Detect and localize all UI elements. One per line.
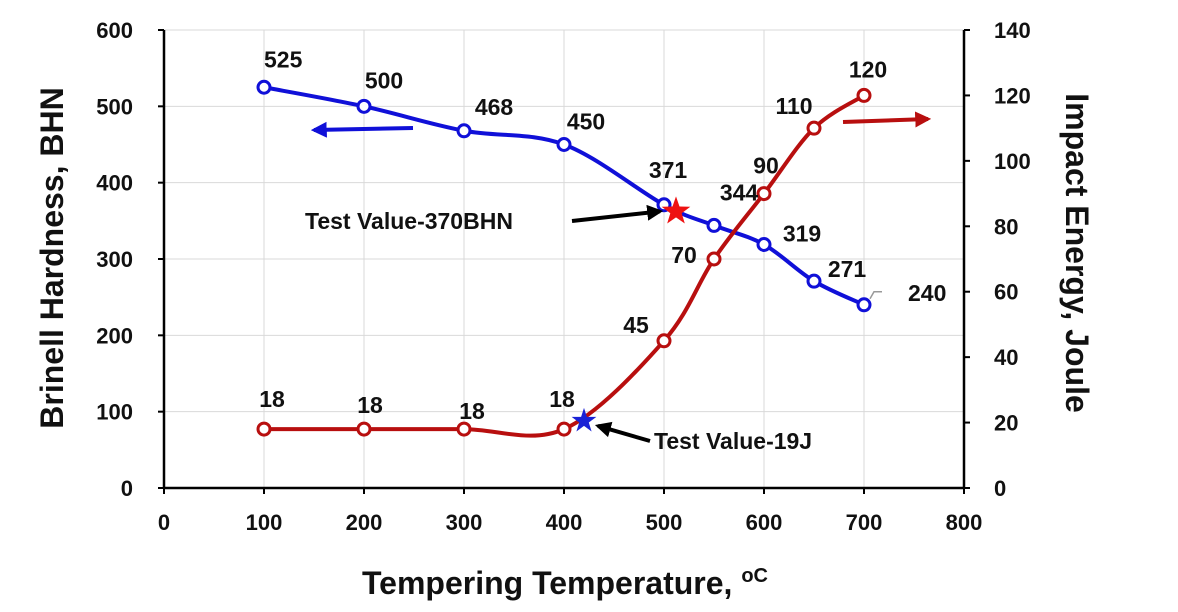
hardness-point [456,123,472,139]
hardness-data-label: 468 [475,94,514,120]
hardness-point [556,137,572,152]
impact-series-line [264,93,866,438]
y-right-axis-title: Impact Energy, Joule [1059,93,1095,413]
x-tick-label: 100 [246,510,283,535]
impact-data-label: 90 [753,153,779,179]
impact-point [856,87,872,103]
impact-point [556,421,572,437]
y-right-tick-label: 60 [994,280,1018,305]
impact-data-label: 18 [357,392,383,418]
x-tick-label: 600 [746,510,783,535]
impact-data-label: 18 [549,386,575,412]
impact-data-label: 45 [623,312,649,338]
x-axis-title: Tempering Temperature, oC [362,565,768,601]
hardness-point [756,236,772,252]
y-right-tick-label: 140 [994,18,1031,43]
hardness-point [856,297,872,313]
hardness-data-label: 525 [264,46,303,72]
hardness-point [356,98,372,114]
series-layer [256,79,872,438]
x-tick-label: 800 [946,510,983,535]
blue-star-marker [571,407,597,432]
x-tick-label: 500 [646,510,683,535]
x-tick-label: 200 [346,510,383,535]
hardness-series-line [263,85,865,307]
y-left-tick-label: 600 [96,18,133,43]
impact-data-label: 70 [671,242,697,268]
impact-point [456,421,472,437]
axes [158,29,970,494]
right-axis-arrow [842,111,932,128]
hardness-data-label: 240 [908,280,946,306]
impact-data-label: 110 [775,93,812,119]
x-tick-label: 700 [846,510,883,535]
impact-data-label: 120 [849,56,887,82]
hardness-data-label: 500 [365,67,403,93]
red-star-marker [661,196,691,224]
impact-point [356,421,372,437]
data-labels: 525 500 468 450 371 344 319 271 240 18 18 18 18 45 70 9… [259,46,946,424]
hardness-point [706,217,722,233]
y-right-tick-label: 40 [994,345,1018,370]
annotation-test-19j: Test Value-19J [654,428,812,454]
impact-data-label: 18 [459,398,485,424]
impact-point [656,333,672,349]
hardness-data-label: 271 [828,256,867,282]
y-left-tick-label: 100 [96,400,133,425]
x-tick-label: 0 [158,510,170,535]
impact-point [256,421,272,437]
annotation-arrow-370bhn [571,204,664,223]
impact-point [806,120,822,136]
impact-data-label: 18 [259,386,285,412]
y-right-tick-label: 0 [994,476,1006,501]
y-left-tick-label: 500 [96,94,133,119]
y-right-tick-label: 20 [994,411,1018,436]
hardness-data-label: 319 [783,220,821,246]
annotation-test-370bhn: Test Value-370BHN [305,208,513,234]
impact-point [706,251,722,267]
left-axis-arrow [310,121,414,138]
tick-labels: 0 100 200 300 400 500 600 700 800010020030040050… [96,18,1030,535]
y-left-tick-label: 200 [96,323,133,348]
y-left-tick-label: 0 [121,476,133,501]
x-tick-label: 300 [446,510,483,535]
hardness-point [256,79,272,95]
annotations: Test Value-370BHN Test Value-19J [305,111,932,454]
y-right-tick-label: 120 [994,83,1031,108]
label-leader-line [869,291,882,300]
hardness-data-label: 371 [649,157,688,183]
y-left-tick-label: 400 [96,171,133,196]
hardness-point [806,273,822,289]
x-tick-label: 400 [546,510,583,535]
y-left-axis-title: Brinell Hardness, BHN [34,87,70,428]
hardness-data-label: 344 [720,179,759,205]
y-right-tick-label: 80 [994,214,1018,239]
impact-point [756,186,772,202]
y-right-tick-label: 100 [994,149,1031,174]
hardness-data-label: 450 [567,109,605,135]
annotation-arrow-19j [594,421,651,443]
gridlines [164,29,964,488]
y-left-tick-label: 300 [96,247,133,272]
